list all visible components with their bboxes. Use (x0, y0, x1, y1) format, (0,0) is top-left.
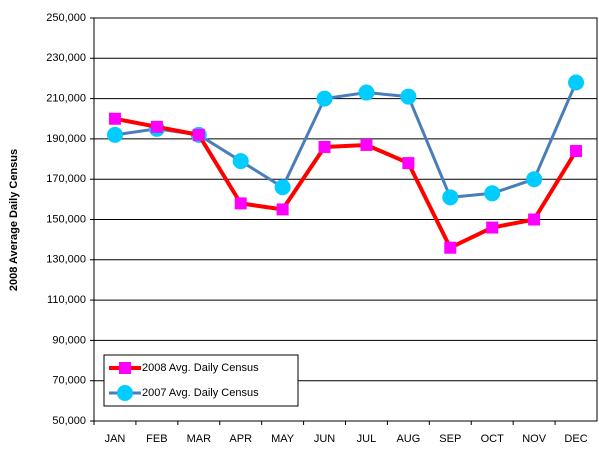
legend-box (103, 354, 299, 407)
series-line (114, 81, 578, 199)
series-line (114, 116, 578, 250)
marker (444, 241, 457, 254)
marker (234, 197, 247, 210)
marker (442, 189, 459, 206)
marker (486, 221, 499, 234)
marker (276, 203, 289, 216)
legend-label: 2007 Avg. Daily Census (142, 387, 259, 399)
legend-marker (117, 385, 133, 401)
y-tick-label: 210,000 (46, 93, 86, 105)
marker (484, 185, 501, 202)
marker (192, 128, 205, 141)
x-tick-label: OCT (481, 433, 505, 445)
marker (360, 138, 373, 151)
x-tick-label: JUN (314, 433, 335, 445)
x-tick-label: SEP (439, 433, 461, 445)
marker (150, 120, 163, 133)
x-tick-label: NOV (522, 433, 547, 445)
y-tick-label: 250,000 (46, 12, 86, 24)
y-axis-title: 2008 Average Daily Census (8, 149, 20, 291)
x-tick-label: APR (229, 433, 252, 445)
y-tick-label: 230,000 (46, 52, 86, 64)
marker (402, 157, 415, 170)
x-tick-label: AUG (396, 433, 420, 445)
x-tick-label: JUL (357, 433, 377, 445)
y-tick-label: 110,000 (47, 294, 86, 306)
marker (570, 144, 583, 157)
x-tick-label: MAR (187, 433, 212, 445)
marker (106, 126, 123, 143)
y-tick-label: 90,000 (52, 334, 86, 346)
marker (526, 171, 543, 188)
x-tick-label: JAN (105, 433, 126, 445)
marker (358, 84, 375, 101)
x-tick-label: DEC (564, 433, 587, 445)
marker (528, 213, 541, 226)
y-tick-label: 190,000 (46, 133, 86, 145)
x-tick-label: FEB (146, 433, 167, 445)
y-tick-label: 150,000 (46, 213, 86, 225)
marker (318, 140, 331, 153)
legend-label: 2008 Avg. Daily Census (142, 362, 259, 374)
marker (274, 179, 291, 196)
legend-marker (119, 362, 131, 374)
marker (400, 88, 417, 105)
marker (568, 74, 585, 91)
marker (108, 112, 121, 125)
y-tick-label: 70,000 (52, 375, 86, 387)
x-tick-label: MAY (271, 433, 295, 445)
marker (316, 90, 333, 107)
y-tick-label: 50,000 (52, 415, 86, 427)
marker (232, 153, 249, 170)
y-tick-label: 170,000 (46, 173, 86, 185)
y-tick-label: 130,000 (46, 254, 86, 266)
